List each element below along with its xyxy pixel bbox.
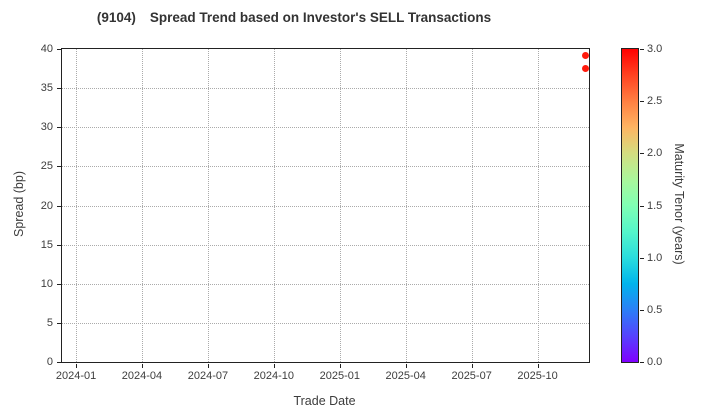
x-gridline-2024-10 — [273, 49, 275, 362]
colorbar-tick-mark — [640, 309, 644, 311]
y-tick-mark — [57, 166, 61, 168]
data-point — [581, 65, 589, 73]
y-tick-label: 35 — [40, 82, 53, 95]
y-tick-label: 30 — [40, 121, 53, 134]
x-tick-mark — [207, 364, 209, 368]
y-tick-mark — [57, 244, 61, 246]
ticker-code: (9104) — [96, 10, 136, 25]
x-tick-label: 2024-10 — [253, 370, 295, 382]
y-tick-label: 15 — [40, 238, 53, 251]
plot-area: 0 5 10 15 20 25 30 35 40 2024-01 2024-04 2024-07 202… — [41, 43, 590, 382]
x-tick-label: 2024-01 — [55, 370, 97, 382]
x-gridline-2024-04 — [141, 49, 143, 362]
y-tick-label: 10 — [40, 277, 53, 290]
colorbar-gradient — [622, 49, 638, 362]
x-tick-mark — [76, 364, 78, 368]
y-gridline-20 — [62, 205, 589, 207]
colorbar-label: Maturity Tenor (years) — [672, 143, 686, 265]
colorbar: 0.0 0.5 1.0 1.5 2.0 2.5 3.0 — [621, 43, 662, 368]
x-tick-mark — [405, 364, 407, 368]
x-tick-label: 2024-07 — [187, 370, 229, 382]
y-tick-mark — [57, 362, 61, 363]
chart-title-text: Spread Trend based on Investor's SELL Tr… — [149, 10, 492, 25]
x-gridline-2024-01 — [76, 49, 78, 362]
x-gridline-2025-10 — [537, 49, 539, 362]
x-tick-label: 2025-01 — [319, 370, 360, 382]
x-tick-label: 2024-04 — [121, 370, 163, 382]
colorbar-tick-mark — [640, 101, 644, 103]
y-tick-label: 40 — [40, 43, 53, 55]
y-tick-label: 5 — [46, 316, 53, 329]
x-tick-mark — [273, 364, 275, 368]
y-gridline-10 — [62, 283, 589, 285]
x-tick-mark — [471, 364, 473, 368]
y-gridline-15 — [62, 244, 589, 246]
y-axis-label: Spread (bp) — [12, 170, 26, 238]
y-tick-label: 20 — [40, 199, 53, 212]
y-tick-mark — [57, 322, 61, 324]
x-gridline-2025-04 — [405, 49, 407, 362]
x-tick-label: 2025-04 — [385, 370, 426, 382]
y-gridline-5 — [62, 322, 589, 324]
x-tick-mark — [339, 364, 341, 368]
y-tick-mark — [57, 88, 61, 90]
colorbar-tick-label: 2.5 — [647, 95, 663, 108]
x-tick-mark — [141, 364, 143, 368]
y-gridline-25 — [62, 166, 589, 168]
y-tick-mark — [57, 205, 61, 207]
x-tick-label: 2025-07 — [451, 370, 492, 382]
colorbar-tick-mark — [640, 257, 644, 259]
y-tick-mark — [57, 127, 61, 129]
colorbar-tick-mark — [640, 49, 644, 50]
colorbar-tick-label: 1.5 — [647, 199, 663, 212]
colorbar-tick-label: 3.0 — [647, 43, 663, 55]
data-point — [581, 51, 589, 59]
chart-title: (9104) Spread Trend based on Investor's S… — [0, 10, 588, 25]
x-gridline-2024-07 — [207, 49, 209, 362]
y-tick-mark — [57, 49, 61, 50]
x-tick-mark — [537, 364, 539, 368]
x-axis-label: Trade Date — [293, 394, 356, 408]
x-gridline-2025-01 — [339, 49, 341, 362]
y-tick-label: 0 — [46, 356, 53, 368]
y-tick-label: 25 — [40, 160, 53, 173]
colorbar-tick-mark — [640, 362, 644, 363]
x-gridline-2025-07 — [471, 49, 473, 362]
x-tick-label: 2025-10 — [517, 370, 558, 382]
y-gridline-35 — [62, 88, 589, 90]
colorbar-tick-mark — [640, 153, 644, 155]
colorbar-tick-label: 0.0 — [647, 356, 663, 368]
y-gridline-30 — [62, 127, 589, 129]
colorbar-tick-label: 2.0 — [647, 147, 663, 160]
y-tick-mark — [57, 283, 61, 285]
colorbar-tick-mark — [640, 205, 644, 207]
colorbar-tick-label: 1.0 — [647, 251, 663, 264]
colorbar-tick-label: 0.5 — [647, 303, 663, 316]
